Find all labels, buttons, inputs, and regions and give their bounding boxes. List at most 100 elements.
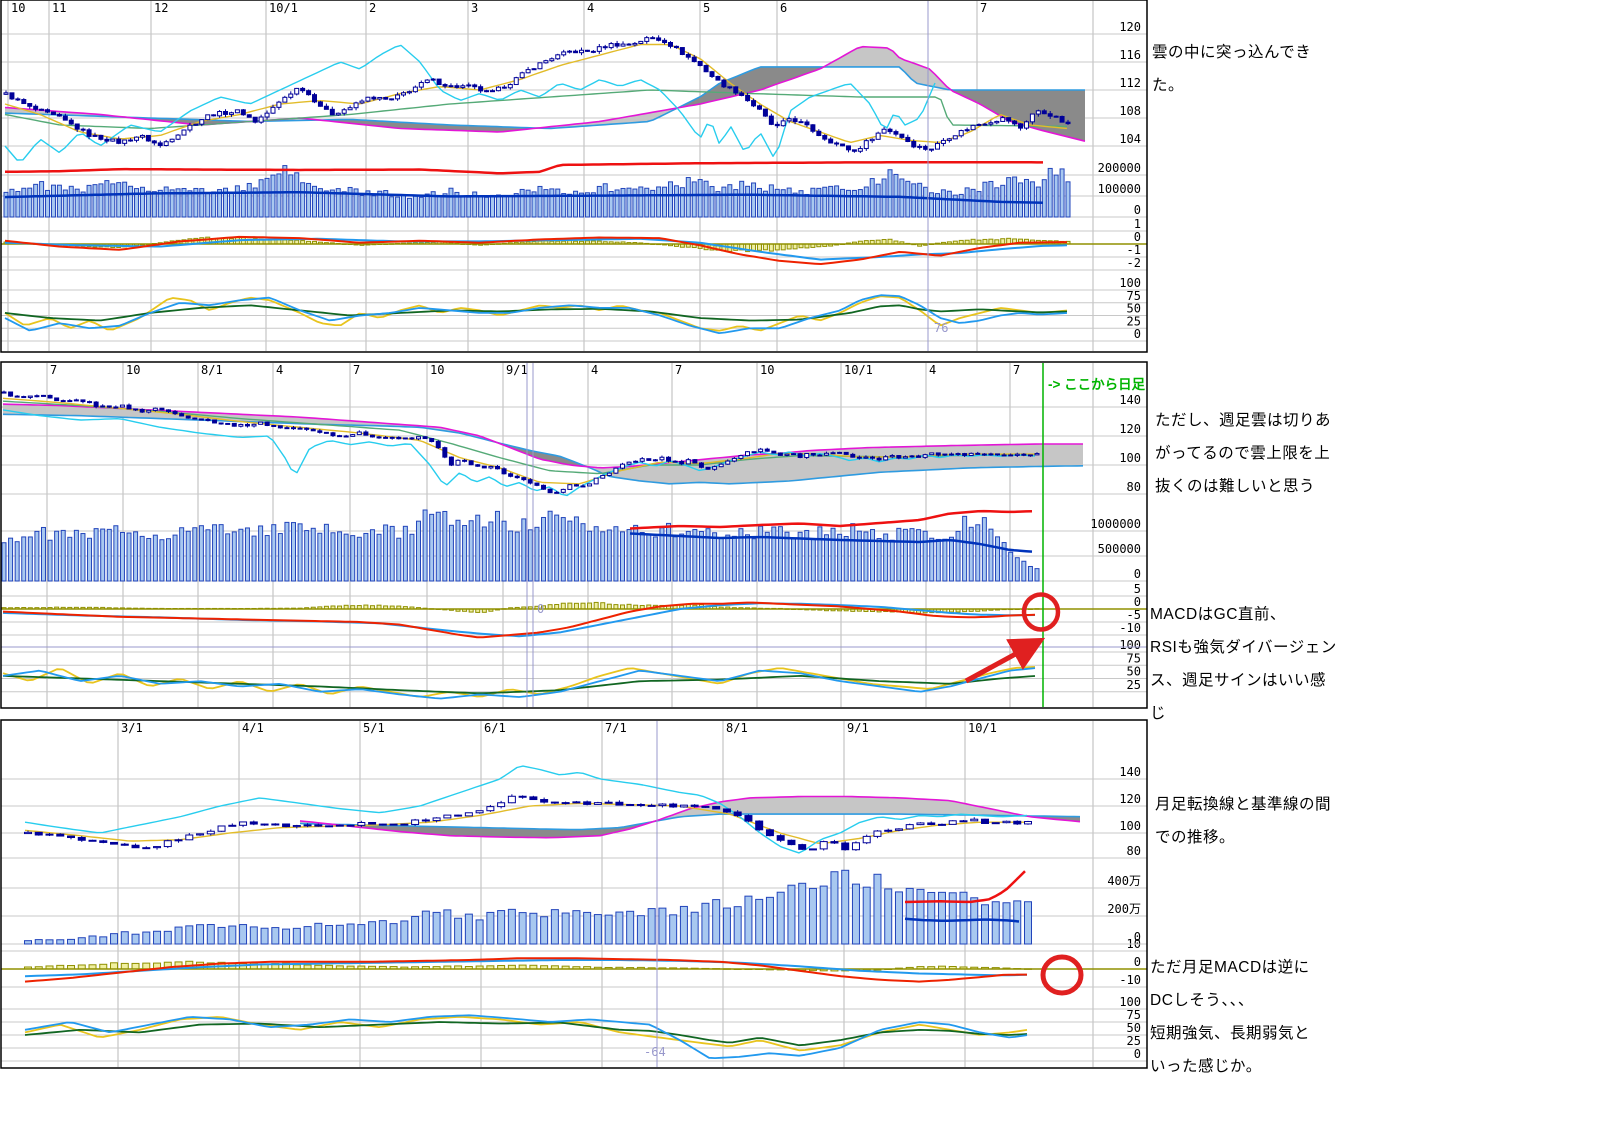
svg-text:50: 50 xyxy=(1127,665,1141,679)
svg-text:0: 0 xyxy=(1134,230,1141,244)
macd-lines xyxy=(2,601,1036,639)
svg-text:140: 140 xyxy=(1119,765,1141,779)
crosshair-line xyxy=(526,363,534,707)
daily-from-here-marker: -> ここから日足 xyxy=(1048,377,1146,392)
svg-text:7: 7 xyxy=(353,363,360,377)
svg-text:10/1: 10/1 xyxy=(269,1,298,15)
svg-text:80: 80 xyxy=(1127,844,1141,858)
svg-text:10: 10 xyxy=(126,363,140,377)
svg-text:10/1: 10/1 xyxy=(844,363,873,377)
svg-text:2: 2 xyxy=(369,1,376,15)
axis-labels: 120116112108104200000100000010-1-2100755… xyxy=(11,1,1141,341)
svg-text:104: 104 xyxy=(1119,132,1141,146)
svg-text:4: 4 xyxy=(276,363,283,377)
svg-text:140: 140 xyxy=(1119,393,1141,407)
svg-text:0: 0 xyxy=(1134,567,1141,581)
price-lines xyxy=(4,43,1068,161)
svg-text:10/1: 10/1 xyxy=(968,721,997,735)
svg-text:25: 25 xyxy=(1127,678,1141,692)
ichimoku-cloud xyxy=(299,795,1081,839)
svg-text:25: 25 xyxy=(1127,314,1141,328)
svg-text:5: 5 xyxy=(703,1,710,15)
weekly-rsi-divergence-arrow xyxy=(964,637,1046,684)
macd-lines xyxy=(4,235,1068,265)
svg-text:0: 0 xyxy=(1134,930,1141,944)
svg-text:12: 12 xyxy=(154,1,168,15)
oscillator-lines xyxy=(24,1014,1028,1059)
svg-text:7/1: 7/1 xyxy=(605,721,627,735)
svg-text:8/1: 8/1 xyxy=(726,721,748,735)
svg-text:10: 10 xyxy=(760,363,774,377)
svg-text:500000: 500000 xyxy=(1098,542,1141,556)
candlesticks xyxy=(3,35,1071,154)
svg-text:11: 11 xyxy=(52,1,66,15)
svg-text:120: 120 xyxy=(1119,792,1141,806)
oscillator-lines xyxy=(4,294,1068,334)
note-line: がってるので雲上限を上 xyxy=(1155,445,1331,462)
svg-text:7: 7 xyxy=(675,363,682,377)
daily-crosshair-value: 76 xyxy=(934,321,949,335)
weekly-crosshair-value: 0 xyxy=(537,602,545,616)
svg-text:0: 0 xyxy=(1134,595,1141,609)
volume-ma-lines xyxy=(629,509,1033,553)
svg-text:50: 50 xyxy=(1127,302,1141,316)
svg-text:6/1: 6/1 xyxy=(484,721,506,735)
svg-text:108: 108 xyxy=(1119,104,1141,118)
svg-text:100: 100 xyxy=(1119,451,1141,465)
note-line: 短期強気、長期弱気と xyxy=(1150,1025,1311,1042)
note-line: DCしそう、、、 xyxy=(1150,992,1254,1009)
note-line: じ xyxy=(1150,705,1167,722)
svg-text:4: 4 xyxy=(587,1,594,15)
svg-text:-1: -1 xyxy=(1127,243,1141,257)
oscillator-lines xyxy=(2,666,1036,700)
svg-text:116: 116 xyxy=(1119,48,1141,62)
ichimoku-cloud xyxy=(4,45,1086,142)
svg-text:100: 100 xyxy=(1119,995,1141,1009)
note-line: ただ月足MACDは逆に xyxy=(1150,959,1310,976)
svg-text:0: 0 xyxy=(1134,327,1141,341)
note-line: MACDはGC直前、 xyxy=(1150,606,1286,623)
svg-text:7: 7 xyxy=(1013,363,1020,377)
daily-chart[interactable]: 120116112108104200000100000010-1-2100755… xyxy=(0,0,1148,353)
svg-text:4: 4 xyxy=(591,363,598,377)
svg-text:112: 112 xyxy=(1119,76,1141,90)
svg-text:3: 3 xyxy=(471,1,478,15)
svg-text:75: 75 xyxy=(1127,1008,1141,1022)
monthly-crosshair-value: -64 xyxy=(644,1045,666,1059)
candlesticks xyxy=(1,390,1040,494)
svg-text:7: 7 xyxy=(50,363,57,377)
svg-text:9/1: 9/1 xyxy=(847,721,869,735)
svg-text:1: 1 xyxy=(1134,217,1141,231)
note-line: RSIも強気ダイバージェン xyxy=(1150,639,1337,656)
svg-text:120: 120 xyxy=(1119,422,1141,436)
svg-text:50: 50 xyxy=(1127,1021,1141,1035)
svg-text:100: 100 xyxy=(1119,276,1141,290)
svg-text:1000000: 1000000 xyxy=(1090,517,1141,531)
weekly-chart[interactable]: 140120100801000000500000050-5-1010075502… xyxy=(0,361,1148,709)
svg-text:25: 25 xyxy=(1127,1034,1141,1048)
volume-ma-lines xyxy=(904,870,1026,923)
svg-text:0: 0 xyxy=(1134,203,1141,217)
svg-text:-5: -5 xyxy=(1127,608,1141,622)
axis-labels: 140120100801000000500000050-5-1010075502… xyxy=(50,363,1141,692)
note-line: ス、週足サインはいい感 xyxy=(1150,672,1327,689)
svg-text:100: 100 xyxy=(1119,638,1141,652)
macd-lines xyxy=(24,957,1028,983)
svg-text:0: 0 xyxy=(1134,1047,1141,1061)
svg-text:10: 10 xyxy=(11,1,25,15)
svg-text:-10: -10 xyxy=(1119,621,1141,635)
svg-text:-10: -10 xyxy=(1119,973,1141,987)
volume-bars xyxy=(1,509,1040,582)
note-line: 月足転換線と基準線の間 xyxy=(1155,796,1332,813)
note-line: いった感じか。 xyxy=(1150,1058,1262,1075)
svg-text:4/1: 4/1 xyxy=(242,721,264,735)
svg-text:5/1: 5/1 xyxy=(363,721,385,735)
note-line: 抜くのは難しいと思う xyxy=(1155,478,1316,495)
svg-text:4: 4 xyxy=(929,363,936,377)
svg-text:8/1: 8/1 xyxy=(201,363,223,377)
note-line: た。 xyxy=(1152,77,1185,94)
svg-text:400万: 400万 xyxy=(1107,874,1141,888)
